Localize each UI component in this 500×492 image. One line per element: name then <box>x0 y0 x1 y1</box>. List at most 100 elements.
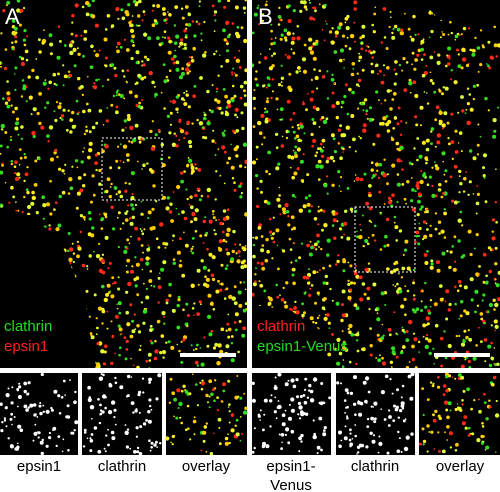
punctum <box>346 36 349 39</box>
punctum <box>488 269 492 274</box>
punctum <box>77 111 80 114</box>
punctum <box>376 317 381 322</box>
punctum <box>251 381 255 385</box>
punctum <box>34 423 37 426</box>
punctum <box>495 55 498 58</box>
punctum <box>117 301 122 306</box>
punctum <box>110 63 115 67</box>
punctum <box>32 403 37 407</box>
punctum <box>260 248 265 253</box>
punctum <box>170 219 175 223</box>
punctum <box>18 176 21 179</box>
punctum <box>101 322 104 325</box>
punctum <box>110 294 115 299</box>
punctum <box>83 147 85 149</box>
punctum <box>359 177 364 182</box>
punctum <box>331 224 335 227</box>
punctum <box>120 8 124 12</box>
punctum <box>272 216 275 219</box>
punctum <box>224 441 229 446</box>
punctum <box>150 146 155 151</box>
punctum <box>448 302 452 307</box>
punctum <box>389 378 392 381</box>
punctum <box>443 111 448 116</box>
punctum <box>299 417 302 420</box>
punctum <box>336 381 340 385</box>
punctum <box>314 301 317 305</box>
punctum <box>378 441 383 446</box>
punctum <box>190 165 195 170</box>
punctum <box>171 443 174 446</box>
punctum <box>107 443 110 447</box>
punctum <box>441 251 446 256</box>
punctum <box>150 408 153 411</box>
punctum <box>0 65 2 68</box>
punctum <box>281 207 286 212</box>
punctum <box>342 341 347 346</box>
punctum <box>376 169 379 172</box>
punctum <box>277 15 282 19</box>
punctum <box>32 439 35 442</box>
punctum <box>85 102 89 106</box>
punctum <box>443 208 446 211</box>
punctum <box>427 338 432 343</box>
punctum <box>69 186 74 190</box>
punctum <box>339 124 342 128</box>
punctum <box>200 32 203 35</box>
punctum <box>140 137 144 141</box>
punctum <box>194 360 199 365</box>
punctum <box>454 449 458 452</box>
punctum <box>136 293 140 297</box>
punctum <box>40 411 42 414</box>
punctum <box>456 403 459 405</box>
punctum <box>410 37 415 42</box>
punctum <box>165 436 170 441</box>
punctum <box>39 440 44 445</box>
punctum <box>192 349 195 351</box>
punctum <box>243 94 247 97</box>
punctum <box>309 16 314 21</box>
punctum <box>444 300 447 303</box>
punctum <box>479 312 484 316</box>
inset-image <box>252 373 331 455</box>
punctum <box>308 383 312 388</box>
punctum <box>20 137 23 140</box>
punctum <box>172 61 176 65</box>
punctum <box>475 344 478 347</box>
punctum <box>276 295 280 299</box>
punctum <box>82 215 86 219</box>
punctum <box>10 185 14 190</box>
punctum <box>23 43 27 47</box>
punctum <box>365 376 370 381</box>
punctum <box>19 8 24 13</box>
punctum <box>461 399 464 402</box>
punctum <box>317 209 321 213</box>
punctum <box>469 432 472 435</box>
punctum <box>74 420 79 425</box>
punctum <box>104 235 109 240</box>
punctum <box>371 56 375 59</box>
punctum <box>468 27 471 30</box>
punctum <box>318 126 321 128</box>
punctum <box>131 207 135 211</box>
punctum <box>420 205 424 209</box>
punctum <box>259 179 263 183</box>
punctum <box>295 378 299 382</box>
punctum <box>323 426 327 430</box>
punctum <box>407 374 412 379</box>
punctum <box>454 150 459 154</box>
punctum <box>151 23 156 28</box>
punctum <box>37 431 41 435</box>
punctum <box>295 310 300 315</box>
punctum <box>291 228 294 231</box>
punctum <box>103 350 107 354</box>
punctum <box>398 273 400 275</box>
punctum <box>431 81 435 85</box>
punctum <box>369 344 373 348</box>
punctum <box>383 158 386 161</box>
punctum <box>231 296 236 301</box>
punctum <box>436 133 442 138</box>
punctum <box>293 137 297 140</box>
punctum <box>182 384 186 388</box>
punctum <box>30 201 35 206</box>
